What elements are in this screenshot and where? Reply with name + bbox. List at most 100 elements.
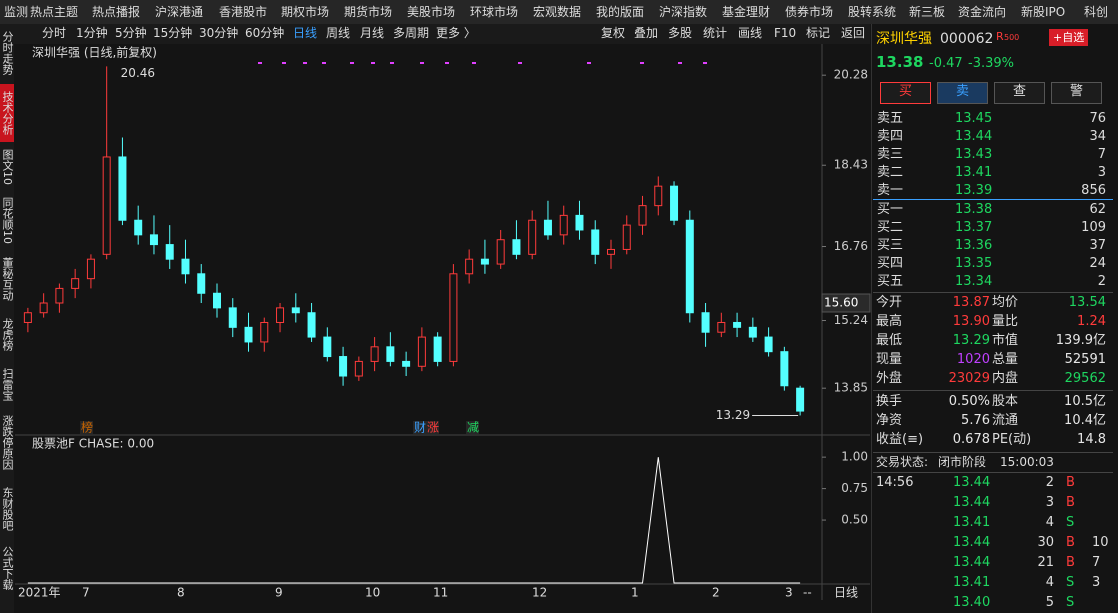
- candle-body: [496, 239, 505, 265]
- menu-item[interactable]: 宏观数据: [533, 5, 582, 19]
- book-label: 买三: [877, 238, 904, 253]
- toolbar-button[interactable]: 15分钟: [153, 26, 193, 40]
- book-volume: 7: [1097, 147, 1106, 162]
- book-volume: 62: [1089, 202, 1106, 217]
- stat-label: 总量: [992, 352, 1019, 367]
- y-tick-label: 20.28: [834, 68, 868, 82]
- trade-button[interactable]: 警: [1051, 82, 1102, 104]
- menu-item[interactable]: 新三板: [909, 5, 946, 19]
- toolbar-button[interactable]: 周线: [326, 26, 351, 40]
- divider: [873, 472, 1113, 473]
- toolbar-button[interactable]: 60分钟: [245, 26, 285, 40]
- stat-value: 0.50%: [948, 394, 990, 409]
- event-dot: [703, 62, 707, 64]
- candle-body: [39, 302, 48, 314]
- tick-side: B: [1066, 555, 1075, 570]
- trade-button[interactable]: 卖: [937, 82, 988, 104]
- menu-item[interactable]: 股转系统: [848, 5, 897, 19]
- toolbar-button[interactable]: 多股: [668, 26, 693, 40]
- stat-label: 净资: [876, 413, 903, 428]
- candle-body: [417, 336, 426, 367]
- tick-price: 13.44: [953, 555, 991, 570]
- x-tick-label: 9: [275, 586, 283, 600]
- toolbar-button[interactable]: 1分钟: [76, 26, 108, 40]
- tick-side: S: [1066, 595, 1075, 610]
- toolbar-button[interactable]: 更多 〉: [436, 26, 476, 40]
- stat-label: 最低: [876, 333, 903, 348]
- book-label: 买一: [877, 202, 904, 217]
- x-tick-label: 10: [365, 586, 380, 600]
- y-tick-label: 1.00: [841, 450, 868, 464]
- add-watch[interactable]: +自选: [1049, 29, 1089, 46]
- side-tab[interactable]: 公式下载: [1, 546, 14, 590]
- side-tab[interactable]: 同花顺10: [1, 196, 14, 244]
- event-badge: [80, 421, 93, 434]
- event-dot: [420, 62, 424, 64]
- stat-label: 股本: [992, 394, 1019, 409]
- book-volume: 37: [1089, 238, 1106, 253]
- book-volume: 3: [1097, 165, 1106, 180]
- candle-body: [354, 360, 363, 377]
- side-tab[interactable]: 龙虎榜: [1, 317, 14, 351]
- toolbar-button[interactable]: 分时: [42, 26, 67, 40]
- toolbar-button[interactable]: 日线: [293, 26, 318, 40]
- menu-bar: [0, 0, 1118, 24]
- menu-item[interactable]: 沪深指数: [659, 5, 708, 19]
- toolbar-button[interactable]: 5分钟: [115, 26, 147, 40]
- menu-item[interactable]: 基金理财: [722, 5, 771, 19]
- toolbar-button[interactable]: 返回: [841, 26, 866, 40]
- book-price: 13.34: [955, 274, 993, 289]
- menu-item[interactable]: 新股IPO: [1021, 5, 1066, 19]
- book-price: 13.45: [955, 111, 993, 126]
- toolbar-button[interactable]: 统计: [703, 26, 728, 40]
- toolbar-button[interactable]: 叠加: [634, 26, 659, 40]
- book-label: 买五: [877, 274, 904, 289]
- side-tab[interactable]: 涨跌停原因: [1, 414, 14, 470]
- event-badge: [466, 421, 479, 434]
- side-tab[interactable]: 图文10: [1, 149, 14, 185]
- book-price: 13.44: [955, 129, 993, 144]
- stock-tag: R: [996, 30, 1004, 43]
- more-label: --: [803, 586, 812, 600]
- side-tab[interactable]: 技术分析: [0, 84, 14, 142]
- tick-side: B: [1066, 495, 1075, 510]
- stat-value: 13.54: [1068, 295, 1106, 310]
- menu-item[interactable]: 债券市场: [785, 5, 834, 19]
- stat-value: 0.678: [952, 432, 990, 447]
- trade-button[interactable]: 查: [994, 82, 1045, 104]
- toolbar-button[interactable]: 月线: [360, 26, 385, 40]
- candle-body: [228, 307, 237, 328]
- menu-item[interactable]: 美股市场: [407, 5, 456, 19]
- candle-body: [748, 326, 757, 338]
- toolbar-button[interactable]: 多周期: [393, 26, 430, 40]
- event-dot: [258, 62, 262, 64]
- toolbar-button[interactable]: F10: [774, 26, 797, 40]
- candle-body: [449, 273, 458, 362]
- menu-item[interactable]: 期货市场: [344, 5, 393, 19]
- stat-label: 市值: [992, 333, 1019, 348]
- menu-item[interactable]: 期权市场: [281, 5, 330, 19]
- menu-item[interactable]: 沪深港通: [155, 5, 204, 19]
- side-tab[interactable]: 扫雷宝: [1, 367, 14, 401]
- event-dot: [303, 62, 307, 64]
- book-price: 13.37: [955, 220, 993, 235]
- toolbar-button[interactable]: 复权: [601, 26, 626, 40]
- menu-item[interactable]: 我的版面: [596, 5, 645, 19]
- stat-label: 外盘: [876, 371, 903, 386]
- side-tab[interactable]: 董秘互动: [1, 257, 14, 301]
- toolbar-button[interactable]: 标记: [806, 26, 831, 40]
- toolbar-button[interactable]: 30分钟: [199, 26, 239, 40]
- menu-item[interactable]: 环球市场: [470, 5, 519, 19]
- menu-item[interactable]: 资金流向: [958, 5, 1007, 19]
- side-tab[interactable]: 东财股吧: [1, 487, 14, 531]
- menu-item[interactable]: 科创: [1084, 5, 1109, 19]
- toolbar-button[interactable]: 画线: [738, 26, 763, 40]
- side-tab[interactable]: 分时走势: [1, 30, 14, 75]
- menu-item[interactable]: 监测: [4, 5, 29, 19]
- candle-body: [543, 219, 552, 236]
- menu-item[interactable]: 香港股市: [219, 5, 268, 19]
- trade-button[interactable]: 买: [880, 82, 931, 104]
- menu-item[interactable]: 热点播报: [92, 5, 141, 19]
- candle-body: [638, 205, 647, 226]
- menu-item[interactable]: 热点主题: [30, 5, 79, 19]
